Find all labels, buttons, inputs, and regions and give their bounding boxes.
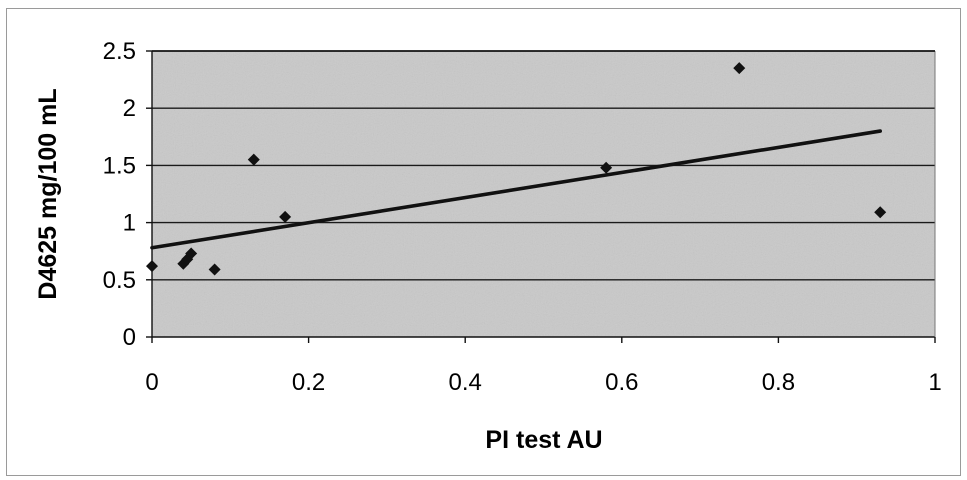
plot-texture xyxy=(152,51,935,337)
y-tick-label-3: 1.5 xyxy=(103,152,136,179)
y-tick-label-5: 2.5 xyxy=(103,38,136,65)
tick-labels: 0 0.5 1 1.5 2 2.5 0 0.2 0.4 0.6 0.8 1 xyxy=(103,38,942,396)
data-point-7 xyxy=(600,161,613,174)
x-tick-label-1: 0.2 xyxy=(292,369,325,396)
y-axis-title: D4625 mg/100 mL xyxy=(34,88,62,299)
x-tick-label-0: 0 xyxy=(145,369,158,396)
data-point-6 xyxy=(279,210,292,223)
data-point-8 xyxy=(733,62,746,75)
plot-area xyxy=(152,51,935,337)
data-point-4 xyxy=(208,263,221,276)
y-tick-label-0: 0 xyxy=(123,324,136,351)
x-tick-label-2: 0.4 xyxy=(449,369,482,396)
data-point-5 xyxy=(247,153,260,166)
y-tick-label-2: 1 xyxy=(123,210,136,237)
y-tick-label-4: 2 xyxy=(123,95,136,122)
x-tick-label-4: 0.8 xyxy=(762,369,795,396)
y-tick-label-1: 0.5 xyxy=(103,267,136,294)
x-axis-title: PI test AU xyxy=(485,426,602,454)
trendline xyxy=(150,129,882,250)
x-tick-label-3: 0.6 xyxy=(605,369,638,396)
data-point-3 xyxy=(185,247,198,260)
axes xyxy=(146,50,936,343)
trendline-group xyxy=(150,129,882,250)
data-point-9 xyxy=(874,206,887,219)
x-tick-label-5: 1 xyxy=(928,369,941,396)
